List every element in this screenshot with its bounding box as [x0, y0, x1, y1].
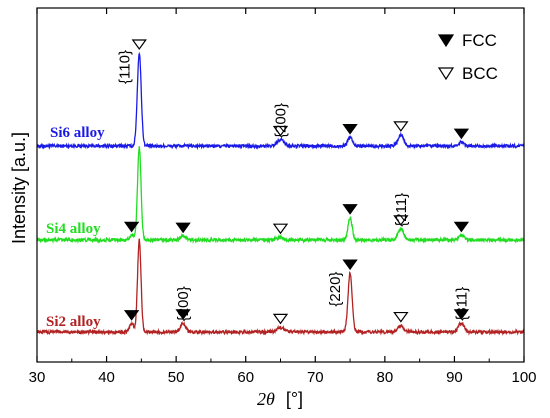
annotation-layer: {110} {200} {211} {200} {220} {311} — [116, 50, 470, 321]
series-line-si2-alloy — [36, 238, 525, 336]
x-axis-label-unit: [°] — [286, 389, 303, 409]
axes-layer: 30 40 50 60 70 80 90 100 — [29, 7, 537, 386]
x-tick-label: 50 — [168, 369, 185, 386]
series-line-si6-alloy — [36, 51, 525, 151]
plot-frame — [36, 7, 525, 363]
fcc-peak-marker — [453, 128, 470, 140]
marker-layer — [123, 39, 470, 325]
x-tick-label: 60 — [237, 369, 254, 386]
miller-index-label: {200} — [273, 103, 290, 138]
fcc-peak-marker — [175, 309, 191, 320]
fcc-peak-marker — [453, 309, 470, 320]
bcc-peak-marker — [272, 313, 289, 325]
legend: FCC BCC — [437, 31, 498, 83]
bcc-peak-marker — [393, 311, 409, 323]
x-tick-label: 90 — [446, 369, 463, 386]
legend-bcc-marker — [437, 67, 455, 81]
series-label: Si4 alloy — [46, 221, 101, 237]
miller-index-label: {110} — [116, 50, 133, 84]
legend-label: FCC — [462, 31, 497, 50]
x-tick-label: 100 — [511, 369, 536, 386]
fcc-peak-marker — [123, 310, 140, 321]
miller-index-label: {211} — [393, 193, 410, 227]
fcc-peak-marker — [342, 259, 358, 271]
x-tick-label: 80 — [377, 369, 394, 386]
fcc-peak-marker — [453, 221, 470, 233]
bcc-peak-marker — [393, 121, 409, 132]
legend-label: BCC — [462, 64, 498, 83]
y-axis-label: Intensity [a.u.] — [9, 132, 29, 244]
series-layer: Si6 alloy Si4 alloy Si2 alloy — [36, 51, 525, 336]
x-tick-label: 70 — [307, 369, 324, 386]
bcc-peak-marker — [272, 223, 289, 235]
fcc-peak-marker — [342, 204, 358, 215]
miller-index-label: {220} — [327, 272, 344, 307]
x-axis-label-symbol: 2θ — [257, 389, 275, 409]
miller-index-label: {200} — [175, 286, 192, 321]
legend-fcc-marker — [437, 34, 455, 48]
miller-index-label: {311} — [453, 287, 470, 321]
bcc-peak-marker — [393, 215, 409, 226]
series-line-si4-alloy — [36, 146, 525, 245]
bcc-peak-marker — [272, 125, 289, 137]
series-label: Si6 alloy — [50, 125, 105, 141]
x-tick-label: 40 — [98, 369, 115, 386]
series-label: Si2 alloy — [46, 314, 101, 330]
fcc-peak-marker — [123, 221, 140, 233]
fcc-peak-marker — [342, 124, 358, 135]
bcc-peak-marker — [131, 39, 147, 51]
x-tick-label: 30 — [29, 369, 46, 386]
x-axis-label: 2θ [°] — [257, 389, 303, 409]
fcc-peak-marker — [175, 222, 191, 234]
